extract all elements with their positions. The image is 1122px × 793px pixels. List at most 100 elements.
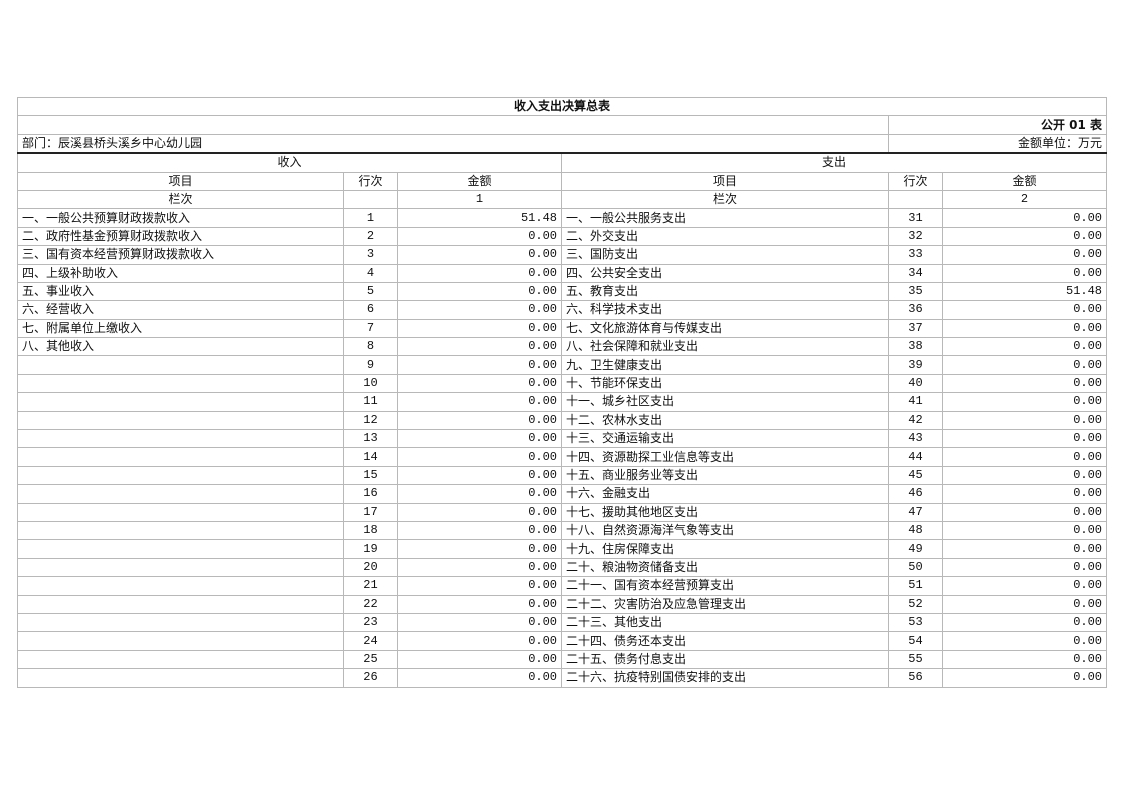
income-line-cell: 20 [343, 557, 398, 578]
table-row: 11 0.00 十一、城乡社区支出 41 0.00 [17, 392, 1108, 412]
income-item-cell: 八、其他收入 [17, 337, 344, 357]
expense-item-cell: 十、节能环保支出 [561, 373, 889, 394]
table-row: 25 0.00 二十五、债务付息支出 55 0.00 [17, 649, 1108, 670]
expense-amount-cell: 0.00 [941, 631, 1108, 651]
department-row: 部门：辰溪县桥头溪乡中心幼儿园 金额单位：万元 [17, 133, 1108, 155]
income-item-cell [17, 557, 344, 578]
income-line-cell: 14 [343, 447, 398, 467]
expense-item-header: 项目 [561, 171, 889, 191]
expense-amount-cell: 0.00 [941, 668, 1108, 688]
income-amount-cell: 0.00 [397, 668, 562, 688]
expense-amount-cell: 0.00 [941, 355, 1108, 375]
income-item-cell [17, 649, 344, 670]
department-label: 部门：辰溪县桥头溪乡中心幼儿园 [17, 133, 889, 155]
table-row: 二、政府性基金预算财政拨款收入 2 0.00 二、外交支出 32 0.00 [17, 226, 1108, 247]
expense-amount-cell: 0.00 [941, 612, 1108, 633]
expense-line-cell: 54 [888, 631, 943, 651]
income-item-cell: 一、一般公共预算财政拨款收入 [17, 208, 344, 228]
income-amount-cell: 0.00 [397, 649, 562, 670]
expense-item-cell: 五、教育支出 [561, 281, 889, 302]
income-line-cell: 21 [343, 576, 398, 596]
income-line-cell: 22 [343, 594, 398, 614]
table-row: 9 0.00 九、卫生健康支出 39 0.00 [17, 355, 1108, 375]
income-amount-cell: 0.00 [397, 281, 562, 302]
expense-amount-cell: 0.00 [941, 337, 1108, 357]
income-item-cell [17, 612, 344, 633]
column-header-row: 项目 行次 金额 项目 行次 金额 [17, 171, 1108, 191]
income-amount-cell: 0.00 [397, 392, 562, 412]
income-amount-cell: 0.00 [397, 520, 562, 541]
code-row: 公开 01 表 [17, 115, 1108, 135]
expense-line-cell: 53 [888, 612, 943, 633]
expense-amount-cell: 0.00 [941, 208, 1108, 228]
expense-item-cell: 二十六、抗疫特别国债安排的支出 [561, 668, 889, 688]
income-line-cell: 23 [343, 612, 398, 633]
income-item-cell [17, 594, 344, 614]
expense-item-cell: 一、一般公共服务支出 [561, 208, 889, 228]
expense-amount-cell: 0.00 [941, 465, 1108, 486]
income-item-cell [17, 392, 344, 412]
income-line-cell: 24 [343, 631, 398, 651]
table-row: 20 0.00 二十、粮油物资储备支出 50 0.00 [17, 557, 1108, 578]
unit-label: 金额单位：万元 [887, 133, 1108, 155]
expense-line-cell: 42 [888, 410, 943, 431]
table-row: 三、国有资本经营预算财政拨款收入 3 0.00 三、国防支出 33 0.00 [17, 245, 1108, 265]
table-row: 23 0.00 二十三、其他支出 53 0.00 [17, 612, 1108, 633]
income-amount-cell: 0.00 [397, 318, 562, 339]
table-row: 17 0.00 十七、援助其他地区支出 47 0.00 [17, 502, 1108, 522]
page-title: 收入支出决算总表 [16, 96, 1108, 117]
table-row: 五、事业收入 5 0.00 五、教育支出 35 51.48 [17, 281, 1108, 302]
expense-line-cell: 43 [888, 429, 943, 449]
income-amount-cell: 51.48 [397, 208, 562, 228]
table-row: 一、一般公共预算财政拨款收入 1 51.48 一、一般公共服务支出 31 0.00 [17, 208, 1108, 228]
income-line-cell: 8 [343, 337, 398, 357]
expense-item-cell: 三、国防支出 [561, 245, 889, 265]
income-item-cell [17, 502, 344, 522]
table-row: 21 0.00 二十一、国有资本经营预算支出 51 0.00 [17, 576, 1108, 596]
expense-line-cell: 47 [888, 502, 943, 522]
income-item-cell: 四、上级补助收入 [17, 263, 344, 283]
expense-amount-cell: 0.00 [941, 649, 1108, 670]
expense-amount-cell: 0.00 [941, 429, 1108, 449]
income-item-cell [17, 484, 344, 504]
table-row: 14 0.00 十四、资源勘探工业信息等支出 44 0.00 [17, 447, 1108, 467]
income-item-cell: 五、事业收入 [17, 281, 344, 302]
expense-line-cell: 39 [888, 355, 943, 375]
income-amount-cell: 0.00 [397, 447, 562, 467]
expense-line-cell: 46 [888, 484, 943, 504]
income-line-cell: 9 [343, 355, 398, 375]
income-amount-cell: 0.00 [397, 502, 562, 522]
expense-item-cell: 二十三、其他支出 [561, 612, 889, 633]
income-amount-cell: 0.00 [397, 337, 562, 357]
income-line-cell: 5 [343, 281, 398, 302]
table-row: 七、附属单位上缴收入 7 0.00 七、文化旅游体育与传媒支出 37 0.00 [17, 318, 1108, 339]
income-item-cell [17, 429, 344, 449]
expense-item-cell: 十四、资源勘探工业信息等支出 [561, 447, 889, 467]
income-amount-cell: 0.00 [397, 539, 562, 559]
expense-line-cell: 31 [888, 208, 943, 228]
income-amount-cell: 0.00 [397, 373, 562, 394]
income-item-cell: 三、国有资本经营预算财政拨款收入 [17, 245, 344, 265]
income-amount-cell: 0.00 [397, 576, 562, 596]
expense-amount-cell: 0.00 [941, 447, 1108, 467]
expense-line-cell: 48 [888, 520, 943, 541]
income-amount-cell: 0.00 [397, 484, 562, 504]
expense-amount-cell: 0.00 [941, 557, 1108, 578]
expense-header: 支出 [560, 152, 1108, 173]
expense-item-cell: 二十五、债务付息支出 [561, 649, 889, 670]
table-row: 24 0.00 二十四、债务还本支出 54 0.00 [17, 631, 1108, 651]
expense-amount-header: 金额 [941, 171, 1108, 191]
expense-amount-cell: 0.00 [941, 484, 1108, 504]
expense-item-cell: 四、公共安全支出 [561, 263, 889, 283]
expense-item-cell: 二十一、国有资本经营预算支出 [561, 576, 889, 596]
expense-line-cell: 56 [888, 668, 943, 688]
income-expense-summary-table: 收入支出决算总表 公开 01 表 部门：辰溪县桥头溪乡中心幼儿园 金额单位：万元… [16, 96, 1108, 688]
expense-line-cell: 49 [888, 539, 943, 559]
expense-item-cell: 十八、自然资源海洋气象等支出 [561, 520, 889, 541]
income-line-cell: 26 [343, 668, 398, 688]
expense-amount-cell: 0.00 [941, 300, 1108, 320]
income-item-cell [17, 410, 344, 431]
table-code: 公开 01 表 [887, 115, 1108, 135]
expense-line-cell: 44 [888, 447, 943, 467]
income-line-cell: 12 [343, 410, 398, 431]
